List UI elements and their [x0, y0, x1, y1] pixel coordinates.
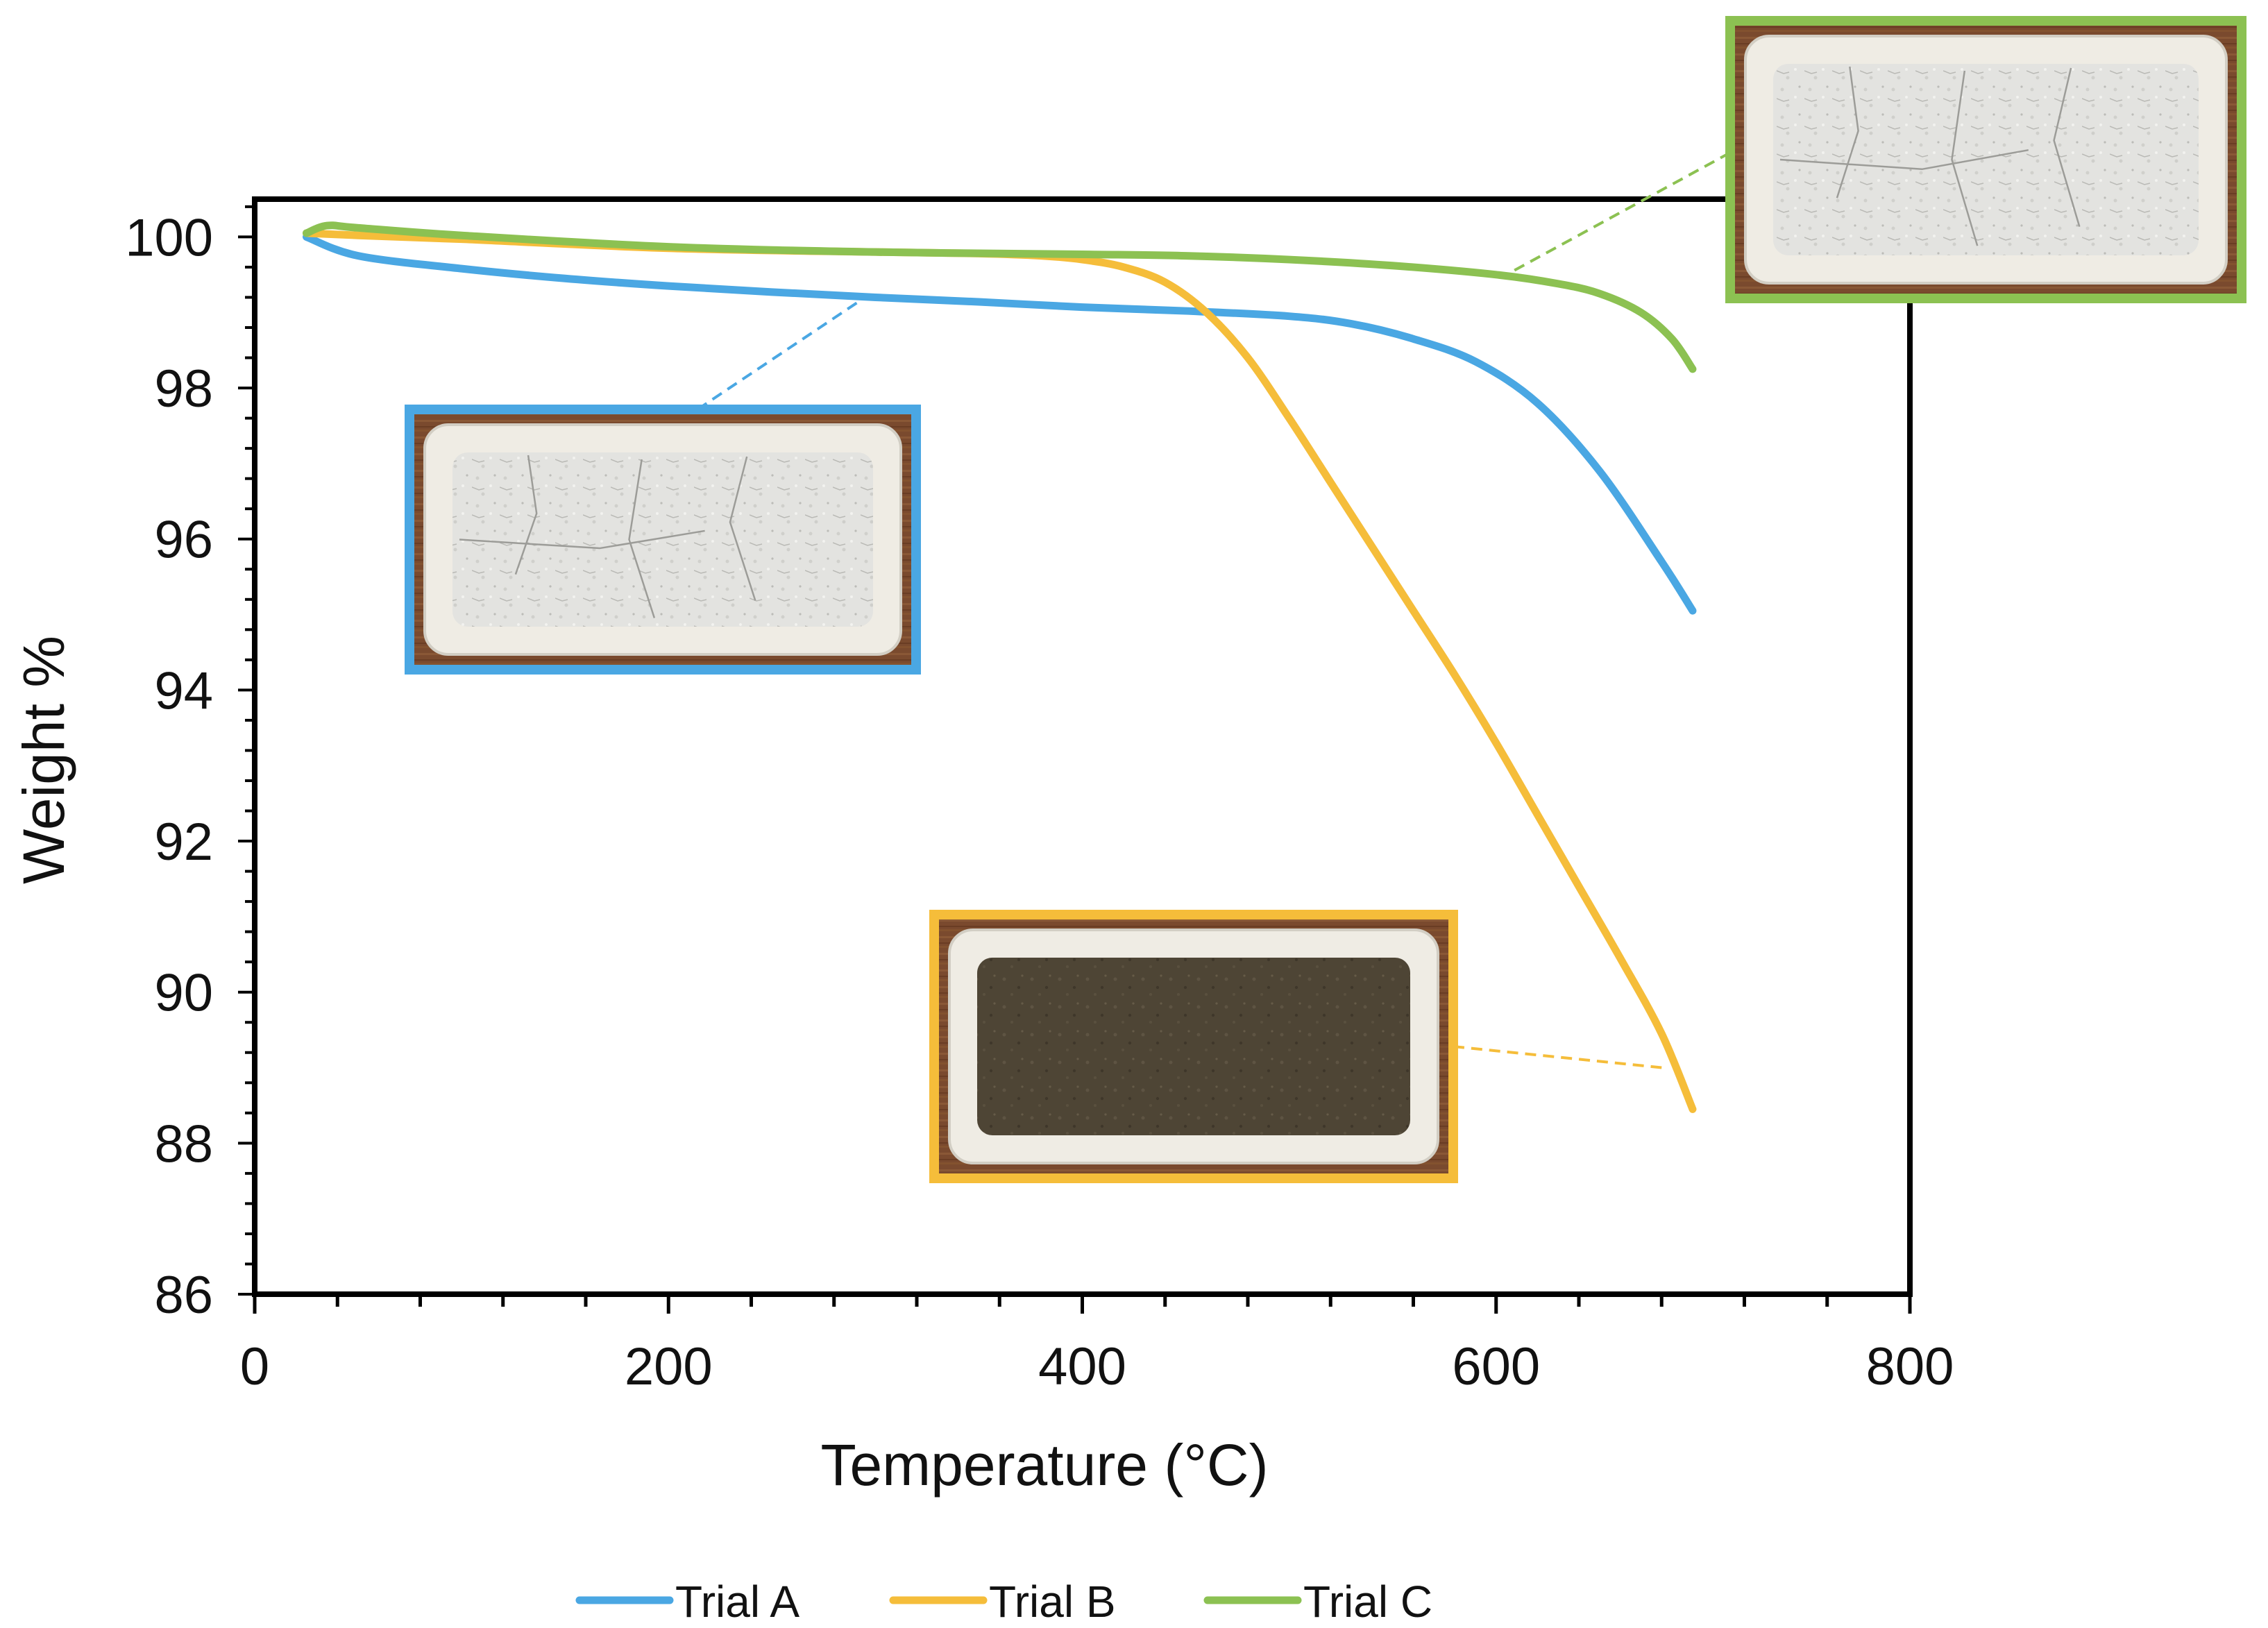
powder-sample [452, 452, 873, 627]
y-tick-label: 88 [154, 1114, 213, 1173]
inset-photos [405, 16, 2246, 1183]
y-tick-label: 90 [154, 964, 213, 1023]
powder-crack [2053, 67, 2081, 227]
data-series [303, 221, 1697, 1113]
y-tick-label: 100 [125, 208, 213, 267]
powder-crack [729, 456, 756, 601]
legend-label: Trial A [675, 1577, 799, 1627]
powder-crack [1836, 66, 1859, 198]
inset-pointer-line [696, 296, 866, 411]
powder-crack [459, 529, 705, 550]
x-tick-label: 600 [1452, 1337, 1540, 1396]
x-tick-label: 0 [240, 1337, 269, 1396]
legend-label: Trial C [1303, 1577, 1432, 1627]
powder-crack [1779, 149, 2029, 171]
y-tick-label: 94 [154, 661, 213, 720]
y-tick-label: 98 [154, 359, 213, 418]
legend-item-trial-b: Trial B [889, 1577, 1116, 1627]
series-line-trial-c [303, 221, 1697, 373]
powder-sample [1773, 64, 2199, 255]
x-tick-label: 800 [1866, 1337, 1954, 1396]
y-axis-title: Weight % [11, 636, 76, 884]
x-tick-label: 400 [1038, 1337, 1126, 1396]
x-axis-tick-labels: 0 200 400 600 800 [240, 1337, 1954, 1396]
y-tick-label: 96 [154, 511, 213, 570]
series-line-trial-a [303, 232, 1697, 615]
legend-label: Trial B [989, 1577, 1116, 1627]
x-axis-title: Temperature (°C) [820, 1432, 1268, 1498]
y-axis-ticks [238, 205, 255, 1296]
powder-crack [514, 455, 538, 575]
powder-crack [1951, 70, 1979, 246]
x-axis-ticks [253, 1294, 1912, 1314]
legend-item-trial-c: Trial C [1203, 1577, 1432, 1627]
y-tick-label: 86 [154, 1266, 213, 1325]
y-axis-tick-labels: 86 88 90 92 94 96 98 100 [125, 208, 213, 1325]
x-tick-label: 200 [625, 1337, 713, 1396]
powder-crack [628, 459, 656, 618]
inset-trial-c [1505, 16, 2246, 303]
y-tick-label: 92 [154, 813, 213, 872]
inset-pointer-line [1505, 151, 1731, 276]
legend: Trial A Trial B Trial C [575, 1577, 1432, 1627]
powder-sample [977, 958, 1410, 1135]
legend-item-trial-a: Trial A [575, 1577, 799, 1627]
inset-trial-a [405, 296, 921, 675]
inset-trial-b [929, 910, 1662, 1183]
inset-pointer-line [1453, 1045, 1662, 1069]
